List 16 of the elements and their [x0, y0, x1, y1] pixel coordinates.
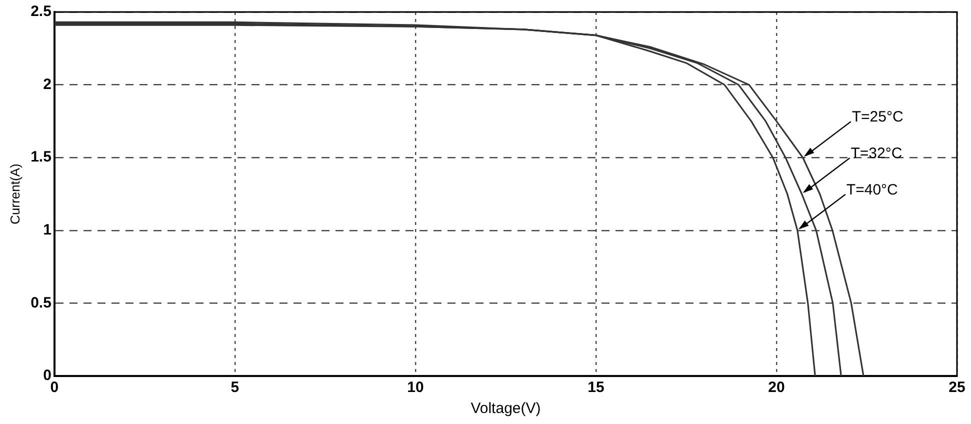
y-tick-label: 0: [43, 367, 52, 384]
x-tick-label: 10: [407, 379, 424, 396]
text: T=40°C: [846, 182, 898, 199]
y-tick-label: 2.5: [30, 3, 52, 20]
y-tick-label: 2: [43, 76, 52, 93]
y-axis-title: Current(A): [7, 164, 22, 224]
y-tick-label: 0.5: [30, 294, 52, 312]
y-tick-label: 1.5: [30, 148, 52, 166]
text: T=25°C: [852, 108, 904, 126]
y-tick-label: 1: [43, 222, 52, 239]
x-tick-label: 15: [588, 379, 604, 396]
text: T=32°C: [850, 145, 902, 162]
x-axis-title: Voltage(V): [470, 400, 541, 418]
x-tick-label: 20: [768, 379, 785, 396]
x-tick-label: 25: [948, 379, 966, 396]
x-tick-label: 5: [230, 379, 240, 396]
